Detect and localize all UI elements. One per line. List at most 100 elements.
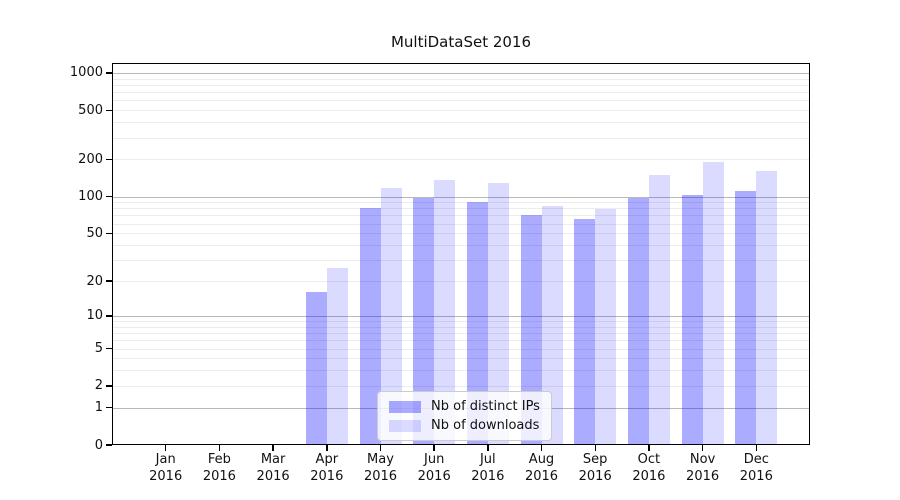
y-tick-mark-10 xyxy=(106,315,112,317)
y-tick-label-2: 2 xyxy=(94,378,103,394)
bar-downloads-may xyxy=(380,187,402,445)
y-tick-mark-20 xyxy=(106,280,112,282)
y-tick-mark-1000 xyxy=(106,72,112,74)
bar-distinct-ips-dec xyxy=(735,190,757,445)
x-tick-mark-nov xyxy=(701,445,704,451)
x-tick-mark-may xyxy=(379,445,382,451)
y-tick-label-500: 500 xyxy=(78,102,103,118)
legend-item-downloads: Nb of downloads xyxy=(389,418,540,433)
bar-downloads-apr xyxy=(326,267,348,445)
y-tick-label-5: 5 xyxy=(94,341,103,356)
bar-distinct-ips-apr xyxy=(305,292,327,445)
bar-distinct-ips-jun xyxy=(413,198,435,445)
x-tick-year: 2016 xyxy=(471,469,505,484)
legend: Nb of distinct IPs Nb of downloads xyxy=(377,391,552,441)
y-tick-label-200: 200 xyxy=(78,151,103,167)
gridline-20 xyxy=(112,281,810,282)
y-tick-label-100: 100 xyxy=(78,189,103,204)
x-tick-mark-sep xyxy=(594,445,596,451)
y-tick-mark-500 xyxy=(106,109,112,111)
bar-downloads-oct xyxy=(648,174,670,445)
plot-area xyxy=(112,63,810,445)
x-tick-label-nov: Nov 2016 xyxy=(668,451,738,485)
bar-distinct-ips-may xyxy=(359,208,381,445)
y-tick-mark-50 xyxy=(106,232,112,234)
x-tick-month: Jan xyxy=(155,452,176,467)
x-tick-mark-dec xyxy=(755,445,758,451)
x-tick-mark-oct xyxy=(648,445,650,451)
gridline-80 xyxy=(112,208,810,210)
y-tick-mark-1 xyxy=(106,406,112,409)
legend-label-distinct-ips: Nb of distinct IPs xyxy=(431,399,540,414)
x-tick-month: Apr xyxy=(315,452,339,467)
gridline-6 xyxy=(112,340,810,342)
x-tick-year: 2016 xyxy=(202,469,236,484)
x-tick-month: Aug xyxy=(528,452,555,467)
x-tick-month: Mar xyxy=(260,452,286,467)
gridline-40 xyxy=(112,245,810,246)
y-tick-mark-5 xyxy=(106,347,112,350)
y-tick-mark-200 xyxy=(106,158,112,161)
x-tick-year: 2016 xyxy=(149,469,183,484)
x-tick-mark-feb xyxy=(218,445,221,451)
y-tick-label-1: 1 xyxy=(94,400,103,416)
gridline-300 xyxy=(112,137,810,139)
x-tick-mark-jul xyxy=(487,445,489,451)
x-tick-label-jul: Jul 2016 xyxy=(453,451,523,485)
x-tick-year: 2016 xyxy=(578,469,612,484)
y-tick-mark-100 xyxy=(106,195,112,198)
gridline-7 xyxy=(112,333,810,334)
gridline-600 xyxy=(112,100,810,102)
bar-distinct-ips-jul xyxy=(466,202,488,445)
x-tick-year: 2016 xyxy=(363,469,398,484)
gridline-400 xyxy=(112,122,810,124)
x-tick-year: 2016 xyxy=(632,469,666,484)
x-tick-month: Feb xyxy=(207,452,231,467)
x-tick-month: May xyxy=(367,452,394,467)
x-tick-month: Sep xyxy=(582,452,608,467)
x-tick-label-feb: Feb 2016 xyxy=(184,451,254,485)
y-tick-label-50: 50 xyxy=(86,225,103,241)
legend-swatch-distinct-ips xyxy=(389,400,421,413)
x-tick-year: 2016 xyxy=(686,469,720,484)
bar-distinct-ips-nov xyxy=(681,195,703,445)
x-tick-month: Nov xyxy=(689,452,716,467)
x-tick-year: 2016 xyxy=(417,469,451,484)
x-tick-year: 2016 xyxy=(524,469,559,484)
x-tick-label-oct: Oct 2016 xyxy=(614,451,684,485)
bar-downloads-jun xyxy=(434,180,456,445)
gridline-9 xyxy=(112,321,810,322)
gridline-10 xyxy=(112,315,810,317)
gridline-60 xyxy=(112,223,810,225)
x-tick-label-dec: Dec 2016 xyxy=(721,451,791,485)
gridline-2 xyxy=(112,385,810,387)
gridline-30 xyxy=(112,260,810,262)
chart-title: MultiDataSet 2016 xyxy=(390,33,532,51)
y-tick-mark-0 xyxy=(106,444,112,446)
gridline-1000 xyxy=(112,72,810,74)
x-tick-mark-apr xyxy=(326,445,328,451)
gridline-700 xyxy=(112,92,810,94)
bar-downloads-nov xyxy=(702,162,724,445)
gridline-8 xyxy=(112,326,810,328)
legend-label-downloads: Nb of downloads xyxy=(431,418,540,433)
x-tick-mark-jan xyxy=(164,445,167,451)
y-tick-label-10: 10 xyxy=(86,308,103,324)
x-tick-mark-jun xyxy=(433,445,435,451)
y-tick-label-1000: 1000 xyxy=(69,65,103,81)
x-tick-label-jan: Jan 2016 xyxy=(131,451,201,485)
bar-distinct-ips-oct xyxy=(627,197,649,445)
x-tick-label-may: May 2016 xyxy=(346,451,416,485)
bar-downloads-aug xyxy=(541,206,563,445)
bar-distinct-ips-sep xyxy=(574,218,596,445)
x-tick-month: Oct xyxy=(637,452,661,467)
gridline-100 xyxy=(112,196,810,198)
x-tick-month: Jun xyxy=(424,452,445,467)
x-tick-mark-mar xyxy=(272,445,274,451)
x-tick-year: 2016 xyxy=(256,469,290,484)
x-tick-month: Jul xyxy=(479,452,496,467)
x-tick-month: Dec xyxy=(743,452,769,467)
y-tick-label-0: 0 xyxy=(94,437,103,453)
bar-downloads-jul xyxy=(487,183,509,445)
